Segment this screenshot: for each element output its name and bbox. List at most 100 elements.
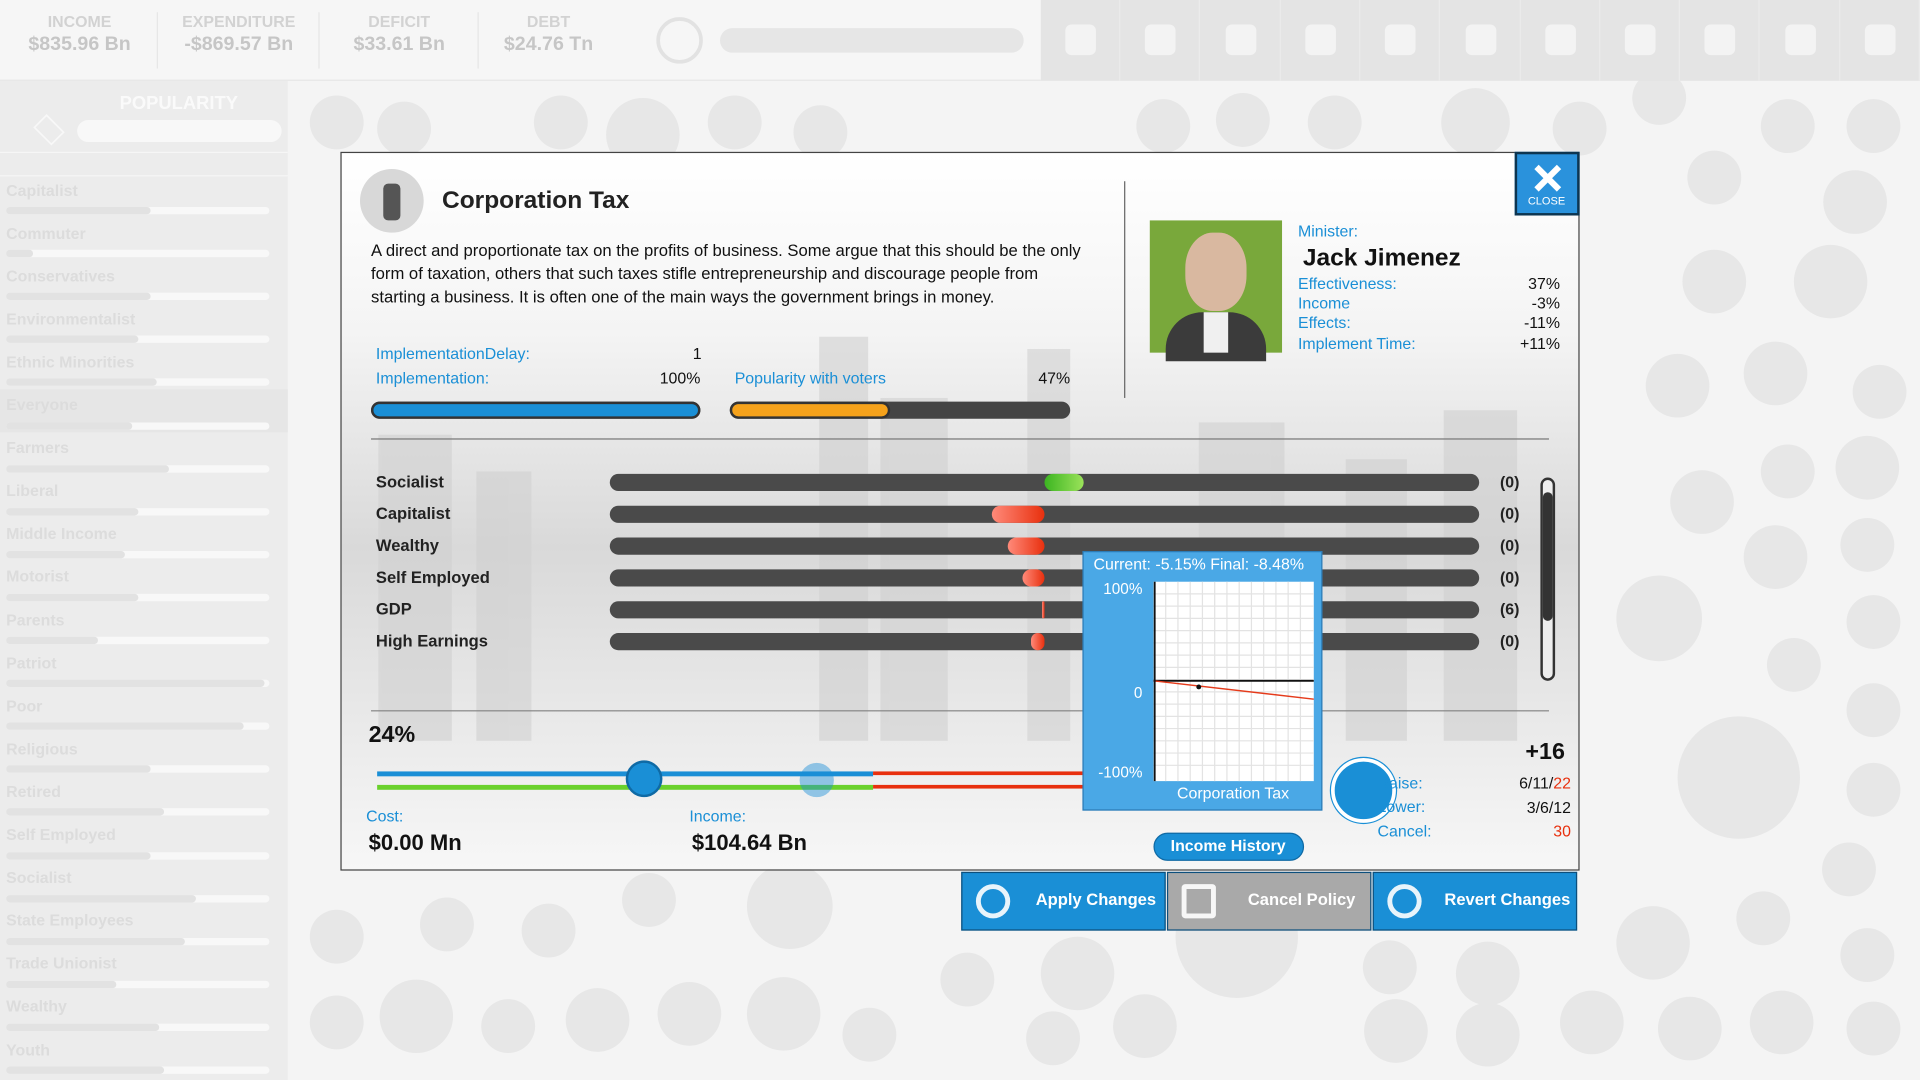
implementation-value: 100%: [659, 368, 701, 387]
group-bar-track: [6, 335, 270, 344]
group-name: Ethnic Minorities: [6, 352, 135, 371]
cost-row-label: Cancel:: [1377, 821, 1432, 840]
group-name: Motorist: [6, 567, 69, 586]
group-name: Parents: [6, 610, 65, 629]
cost-row-text: 6/11/: [1519, 773, 1554, 793]
menu-button[interactable]: [1041, 0, 1121, 81]
menu-icon: [1864, 24, 1896, 56]
stat-label: EXPENDITURE: [182, 11, 296, 31]
group-bar-track: [6, 593, 270, 602]
group-name: Farmers: [6, 438, 69, 457]
menu-button[interactable]: [1281, 0, 1361, 81]
popularity-bar: [729, 401, 890, 419]
cost-row-label: Raise:: [1377, 773, 1423, 792]
effect-value: (0): [1500, 631, 1520, 650]
menu-button[interactable]: [1441, 0, 1521, 81]
group-name: Conservatives: [6, 266, 115, 285]
effect-bar: [1031, 633, 1045, 651]
tooltip-header: Current: -5.15% Final: -8.48%: [1093, 554, 1305, 573]
menu-button[interactable]: [1760, 0, 1841, 81]
cost-value: $0.00 Mn: [368, 830, 462, 856]
cost-row-value: 30: [1326, 820, 1571, 842]
menu-icon: [1305, 24, 1336, 56]
policy-description: A direct and proportionate tax on the pr…: [371, 241, 1081, 307]
menu-icon: [1704, 24, 1736, 56]
scrollbar-thumb: [1542, 492, 1553, 621]
income-history-label: Income History: [1170, 835, 1286, 855]
close-label: CLOSE: [1527, 194, 1566, 208]
group-name: Capitalist: [6, 180, 78, 200]
group-name: Patriot: [6, 653, 57, 672]
group-bar-track: [6, 421, 270, 430]
income-value: $104.64 Bn: [691, 830, 808, 856]
group-bar-track: [6, 636, 270, 645]
action-icon: [975, 884, 1011, 919]
political-capital: +16: [1525, 739, 1565, 765]
tooltip-axis-label: 0: [1133, 684, 1143, 702]
menu-button[interactable]: [1521, 0, 1601, 81]
income-history-chart: [1153, 581, 1314, 782]
group-name: Trade Unionist: [6, 954, 117, 973]
group-bar: [6, 550, 125, 559]
cost-row-value: 6/11/22: [1326, 773, 1571, 795]
action-button[interactable]: [1166, 871, 1372, 931]
menu-button[interactable]: [1121, 0, 1201, 81]
group-name: Everyone: [6, 395, 78, 414]
group-bar: [6, 808, 165, 816]
menu-button[interactable]: [1680, 0, 1761, 81]
minister-stat-label: Income: [1297, 293, 1351, 313]
delay-value: 1: [692, 343, 702, 362]
stat-value: $24.76 Tn: [503, 33, 594, 55]
group-bar: [6, 765, 151, 774]
menu-icon: [1465, 24, 1496, 56]
group-bar: [6, 206, 151, 215]
slider-knob[interactable]: [625, 760, 663, 798]
effect-track: [609, 537, 1480, 555]
minister-name: Jack Jimenez: [1302, 244, 1461, 272]
menu-icon: [1784, 24, 1816, 56]
stat-label: DEBT: [526, 11, 571, 31]
cost-row-label: Lower:: [1377, 797, 1426, 816]
group-bar: [6, 464, 170, 473]
group-name: Youth: [6, 1040, 51, 1059]
cost-row-value: 3/6/12: [1326, 797, 1571, 819]
effect-bar: [992, 505, 1045, 523]
group-bar: [6, 636, 99, 645]
minister-stat-value: -3%: [1531, 293, 1560, 313]
group-bar-track: [6, 550, 270, 559]
group-bar-track: [6, 507, 270, 516]
slider-red: [873, 784, 1084, 789]
policy-dialog: [340, 151, 1580, 871]
policy-icon-glyph: [383, 183, 401, 221]
minister-stat-value: -11%: [1524, 313, 1560, 333]
group-bar: [6, 507, 138, 516]
effect-value: (0): [1500, 472, 1520, 491]
implementation-label: Implementation:: [375, 368, 490, 387]
menu-button[interactable]: [1361, 0, 1441, 81]
group-bar: [6, 722, 244, 731]
slider-green: [377, 784, 874, 790]
sidebar: [0, 80, 288, 1080]
menu-icon: [1625, 24, 1656, 56]
close-button[interactable]: [1514, 151, 1580, 216]
group-bar: [6, 937, 186, 945]
stat-value: $835.96 Bn: [28, 33, 131, 55]
menu-icon: [1545, 24, 1576, 56]
group-bar: [6, 851, 151, 859]
group-bar: [6, 292, 151, 301]
slider-value: 24%: [368, 722, 416, 748]
effect-bar: [1041, 601, 1045, 619]
effect-value: (0): [1500, 567, 1520, 586]
menu-button[interactable]: [1201, 0, 1281, 81]
effect-name: Socialist: [375, 472, 444, 492]
effect-bar: [1044, 473, 1084, 492]
stat-label: DEFICIT: [368, 11, 431, 31]
income-history-button[interactable]: [1153, 832, 1305, 861]
menu-button[interactable]: [1601, 0, 1681, 81]
group-bar: [6, 335, 138, 344]
minister-stat-label: Effectiveness:: [1297, 273, 1397, 293]
effect-value: (6): [1500, 599, 1520, 618]
menu-button[interactable]: [1840, 0, 1920, 81]
cost-label: Cost:: [366, 806, 404, 825]
turn-progress: [720, 28, 1024, 53]
